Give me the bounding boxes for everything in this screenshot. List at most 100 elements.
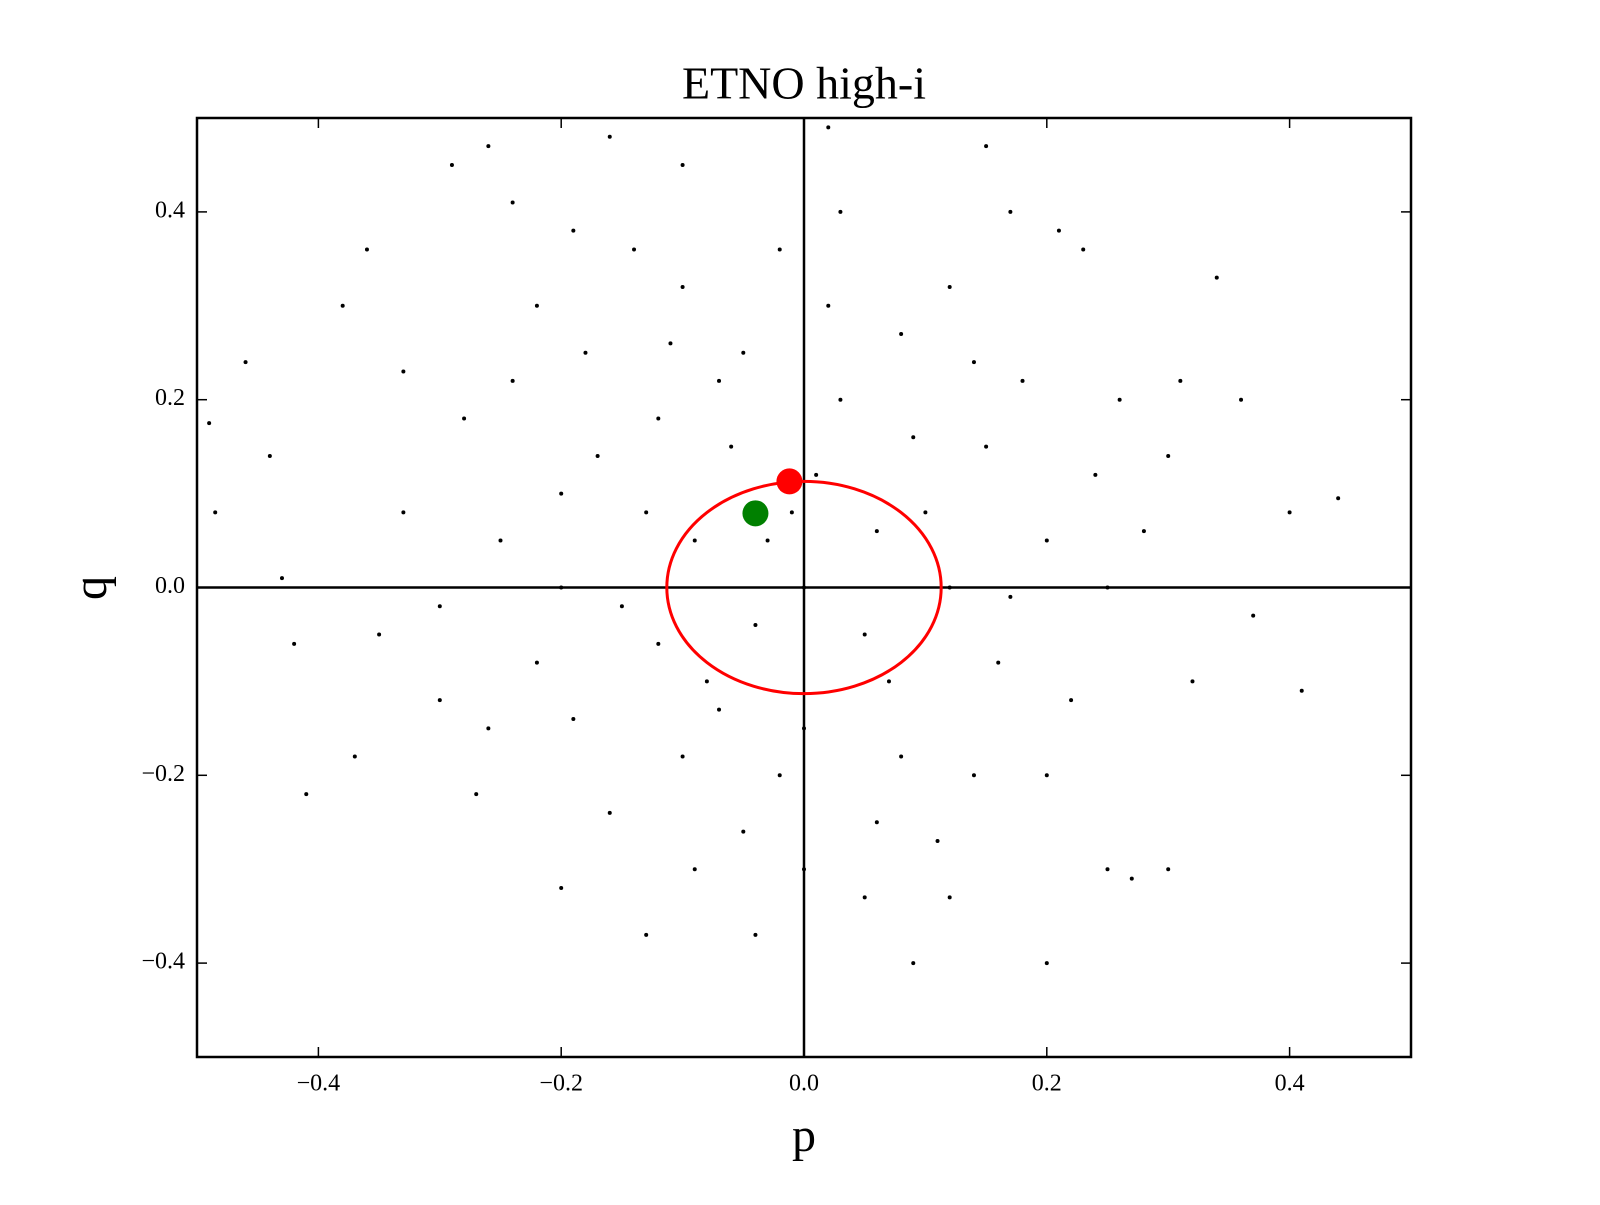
point <box>364 247 369 252</box>
highlight-point <box>742 500 769 527</box>
point <box>923 510 928 515</box>
point <box>777 247 782 252</box>
point <box>826 125 831 130</box>
y-tick-label: −0.2 <box>141 761 185 787</box>
point <box>243 360 248 365</box>
point <box>911 435 916 440</box>
point <box>304 792 309 797</box>
point <box>1214 275 1219 280</box>
point <box>1056 228 1061 233</box>
x-tick-label: 0.4 <box>1275 1071 1305 1097</box>
point <box>1190 679 1195 684</box>
point <box>680 162 685 167</box>
point <box>1336 496 1341 501</box>
point <box>1020 378 1025 383</box>
point <box>765 538 770 543</box>
point <box>401 510 406 515</box>
point <box>486 726 491 731</box>
point <box>692 538 697 543</box>
point <box>534 660 539 665</box>
point <box>462 416 467 421</box>
point <box>1239 397 1244 402</box>
point <box>692 867 697 872</box>
point <box>1141 529 1146 534</box>
point <box>1008 209 1013 214</box>
point <box>1287 510 1292 515</box>
point <box>680 285 685 290</box>
point <box>1251 613 1256 618</box>
point <box>1008 594 1013 599</box>
point <box>984 144 989 149</box>
point <box>571 716 576 721</box>
point <box>911 961 916 966</box>
x-axis-label: p <box>792 1109 816 1162</box>
point <box>437 604 442 609</box>
point <box>1093 472 1098 477</box>
point <box>292 641 297 646</box>
point <box>862 895 867 900</box>
point <box>607 134 612 139</box>
y-axis-label: q <box>64 576 117 600</box>
point <box>753 932 758 937</box>
point <box>1117 397 1122 402</box>
point <box>644 510 649 515</box>
point <box>619 604 624 609</box>
point <box>874 529 879 534</box>
point <box>1044 961 1049 966</box>
point <box>213 510 218 515</box>
point <box>449 162 454 167</box>
point <box>1166 867 1171 872</box>
y-tick-label: 0.0 <box>155 573 185 599</box>
point <box>486 144 491 149</box>
circle <box>665 479 943 696</box>
point <box>510 378 515 383</box>
point <box>437 698 442 703</box>
point <box>510 200 515 205</box>
point <box>207 421 212 426</box>
point <box>838 397 843 402</box>
point <box>668 341 673 346</box>
point <box>571 228 576 233</box>
point <box>1129 876 1134 881</box>
point <box>886 679 891 684</box>
point <box>498 538 503 543</box>
point <box>814 472 819 477</box>
point <box>1178 378 1183 383</box>
x-tick-label: 0.2 <box>1032 1071 1062 1097</box>
point <box>947 285 952 290</box>
x-tick-label: −0.4 <box>297 1071 341 1097</box>
y-tick-label: 0.2 <box>155 385 185 411</box>
y-tick-label: −0.4 <box>141 949 185 975</box>
point <box>777 773 782 778</box>
point <box>789 510 794 515</box>
highlight-point <box>776 468 803 495</box>
point <box>996 660 1001 665</box>
point <box>971 773 976 778</box>
point <box>583 350 588 355</box>
point <box>947 895 952 900</box>
point <box>1299 688 1304 693</box>
point <box>559 885 564 890</box>
point <box>753 623 758 628</box>
point <box>862 632 867 637</box>
chart-title: ETNO high-i <box>682 58 926 109</box>
point <box>899 754 904 759</box>
point <box>401 369 406 374</box>
point <box>595 454 600 459</box>
point <box>1044 773 1049 778</box>
point <box>826 303 831 308</box>
point <box>1166 454 1171 459</box>
point <box>632 247 637 252</box>
point <box>874 820 879 825</box>
point <box>717 707 722 712</box>
point <box>935 839 940 844</box>
point <box>377 632 382 637</box>
point <box>741 829 746 834</box>
point <box>559 491 564 496</box>
x-tick-label: −0.2 <box>539 1071 583 1097</box>
y-tick-label: 0.4 <box>155 197 185 223</box>
point <box>534 303 539 308</box>
point <box>279 576 284 581</box>
point <box>1105 867 1110 872</box>
